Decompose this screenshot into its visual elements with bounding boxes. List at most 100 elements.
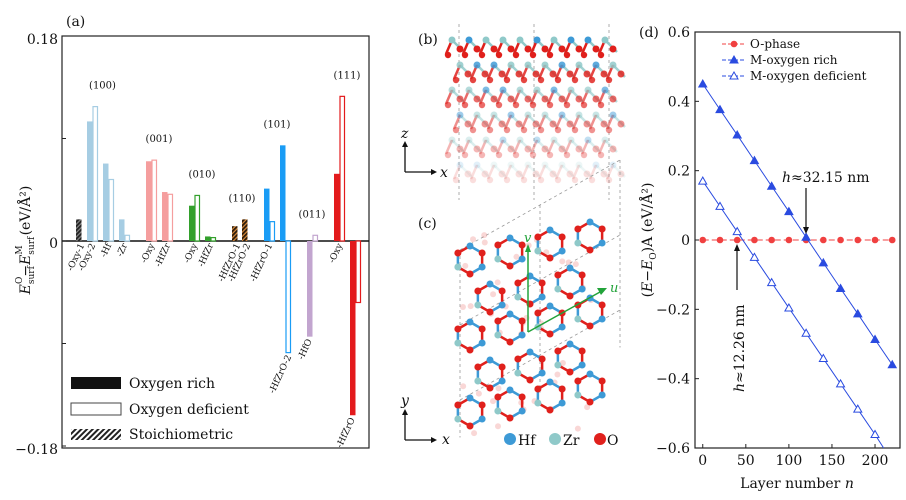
oxygen-atom xyxy=(466,422,474,430)
oxygen-atom xyxy=(515,70,523,78)
oxygen-atom xyxy=(498,120,506,128)
data-point xyxy=(699,236,707,244)
oxygen-atom xyxy=(600,120,608,128)
oxygen-atom xyxy=(605,176,613,184)
oxygen-atom xyxy=(583,70,591,78)
bar-category-label: -HfZrO xyxy=(335,416,358,449)
data-point xyxy=(801,328,811,337)
oxygen-atom xyxy=(578,271,586,279)
oxygen-atom xyxy=(575,95,583,103)
oxygen-atom xyxy=(444,101,452,109)
metal-atom xyxy=(609,111,617,119)
panel-d-line-chart: 0 50 100 150 200 0.6 0.4 0.2 0 −0.2 −0.4 −0.6 Layer… xyxy=(638,25,901,492)
svg-text:EsurfO−EsurfM(eV/Å²): EsurfO−EsurfM(eV/Å²) xyxy=(15,186,37,296)
oxygen-atom xyxy=(494,241,502,249)
oxygen-atom xyxy=(605,126,613,134)
oxygen-atom xyxy=(524,95,532,103)
panel-label-c: (c) xyxy=(418,216,437,232)
oxygen-atom xyxy=(586,398,594,406)
oxygen-atom xyxy=(474,363,482,371)
metal-atom xyxy=(601,86,609,94)
bar-category-label: -HfZrO-2 xyxy=(268,354,295,396)
metal-atom xyxy=(456,61,464,69)
y-tick-label: −0.6 xyxy=(656,441,690,457)
oxygen-atom xyxy=(486,76,494,84)
data-point xyxy=(749,155,760,165)
metal-atom xyxy=(586,370,594,378)
oxygen-atom xyxy=(592,45,600,53)
oxygen-atom xyxy=(494,393,502,401)
oxygen-atom xyxy=(473,145,481,153)
metal-atom xyxy=(567,86,575,94)
oxygen-atom xyxy=(592,95,600,103)
oxygen-atom xyxy=(537,176,545,184)
hf-atom-icon xyxy=(504,433,516,445)
data-point xyxy=(852,404,863,413)
oxygen-atom xyxy=(512,51,520,59)
oxygen-atom xyxy=(575,145,583,153)
metal-atom xyxy=(558,323,566,331)
oxygen-atom xyxy=(617,70,625,78)
metal-atom xyxy=(499,136,507,144)
oxygen-atom xyxy=(514,279,522,287)
bar-category-label: -Zr xyxy=(115,241,130,258)
plot-frame xyxy=(61,35,370,449)
y-axis-label: EsurfO−EsurfM(eV/Å²) xyxy=(15,186,37,296)
oxygen-atom xyxy=(494,317,502,325)
metal-atom xyxy=(473,111,481,119)
metal-atom xyxy=(478,263,486,271)
bar-oxygen-deficient xyxy=(285,240,292,354)
oxygen-atom xyxy=(571,76,579,84)
oxygen-atom xyxy=(456,95,464,103)
oxygen-atom xyxy=(574,225,582,233)
metal-atom xyxy=(506,386,514,394)
oxygen-atom xyxy=(549,170,557,178)
atom-legend: Hf Zr O xyxy=(504,433,618,449)
oxygen-atom xyxy=(506,338,514,346)
metal-atom xyxy=(558,399,566,407)
oxygen-atom xyxy=(518,241,526,249)
metal-atom xyxy=(558,111,566,119)
oxygen-atom xyxy=(580,101,588,109)
metal-atom xyxy=(465,136,473,144)
v-vector-label: v xyxy=(524,231,532,246)
bar-category-label: -HfZr xyxy=(154,241,174,268)
bar-stoichiometric xyxy=(232,226,238,241)
u-vector-label: u xyxy=(610,281,618,296)
metal-atom xyxy=(473,61,481,69)
oxygen-atom xyxy=(503,126,511,134)
oxygen-atom xyxy=(558,385,566,393)
metal-atom xyxy=(456,111,464,119)
metal-atom xyxy=(507,161,515,169)
oxygen-atom xyxy=(503,76,511,84)
oxygen-atom xyxy=(529,151,537,159)
metal-atom xyxy=(567,36,575,44)
oxygen-atom xyxy=(461,151,469,159)
legend-label: Stoichiometric xyxy=(129,427,233,443)
oxygen-atom xyxy=(546,51,554,59)
panel-label-b: (b) xyxy=(418,32,438,48)
bar-oxygen-rich xyxy=(307,241,313,337)
oxygen-atom xyxy=(486,176,494,184)
metal-atom xyxy=(499,86,507,94)
oxygen-atom xyxy=(598,301,606,309)
series-o-phase xyxy=(699,236,896,244)
metal-atom xyxy=(524,161,532,169)
metal-atom xyxy=(601,136,609,144)
oxygen-atom xyxy=(566,292,574,300)
oxygen-atom xyxy=(515,170,523,178)
oxygen-atom xyxy=(518,393,526,401)
oxygen-atom xyxy=(580,151,588,159)
metal-atom xyxy=(514,293,522,301)
oxygen-atom xyxy=(490,145,498,153)
oxygen-atom xyxy=(541,95,549,103)
bar-oxygen-deficient xyxy=(355,240,362,304)
group-label: (001) xyxy=(146,134,173,145)
oxygen-atom xyxy=(598,377,606,385)
data-point xyxy=(732,129,743,139)
oxygen-atom xyxy=(495,151,503,159)
group-label: (010) xyxy=(189,169,216,180)
panel-label-d: (d) xyxy=(639,25,659,41)
